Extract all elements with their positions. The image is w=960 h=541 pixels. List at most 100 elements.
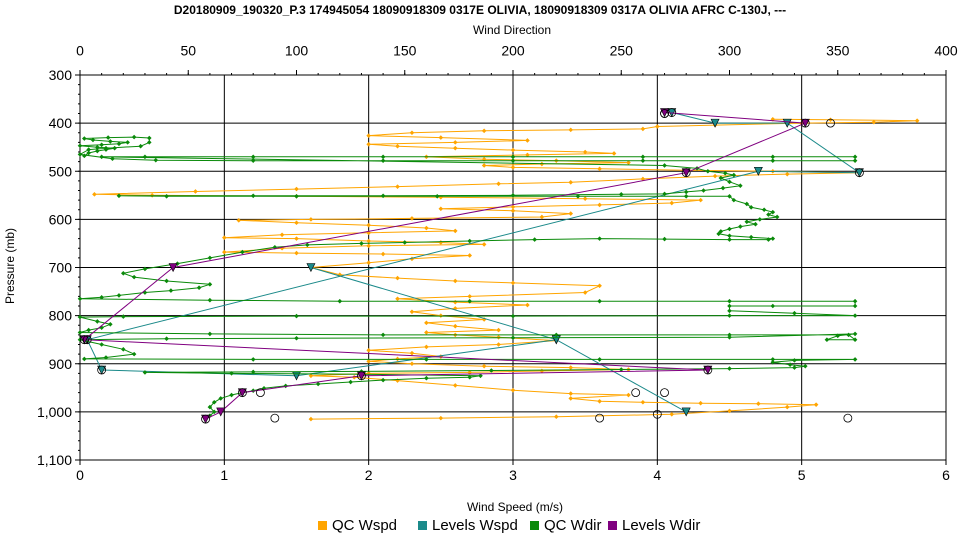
x-bottom-tick-label: 1	[220, 467, 228, 483]
x-top-tick-label: 150	[393, 43, 417, 59]
data-point	[914, 118, 920, 124]
data-point	[510, 208, 516, 214]
data-point	[82, 153, 87, 159]
data-point	[481, 163, 487, 168]
data-point	[792, 365, 797, 370]
data-point	[496, 334, 501, 340]
open-circle-marker	[855, 168, 864, 178]
data-point	[294, 186, 299, 192]
open-circle-marker	[681, 168, 691, 178]
data-point	[787, 362, 793, 368]
data-point	[582, 149, 588, 155]
data-point	[489, 368, 494, 373]
x-bottom-tick-label: 4	[653, 467, 661, 483]
series-line	[86, 112, 862, 413]
data-point	[175, 261, 180, 266]
data-point	[481, 242, 487, 247]
data-point	[90, 137, 96, 143]
data-point	[103, 145, 109, 151]
data-point	[683, 189, 689, 195]
data-point	[467, 374, 472, 380]
legend-label: Levels Wdir	[622, 517, 700, 534]
data-point	[240, 249, 245, 255]
data-point	[784, 171, 790, 177]
data-point	[196, 285, 202, 291]
data-point	[142, 370, 148, 375]
data-point	[366, 222, 371, 228]
data-point	[250, 154, 256, 160]
data-point	[193, 189, 198, 194]
data-point	[852, 357, 858, 362]
data-point	[250, 357, 256, 362]
data-point	[452, 278, 458, 284]
data-point	[698, 400, 703, 406]
data-point	[211, 399, 217, 405]
data-point	[424, 330, 429, 335]
data-point	[142, 290, 148, 295]
data-point	[467, 294, 472, 299]
data-point	[86, 147, 91, 152]
data-point	[337, 298, 343, 304]
x-bottom-tick-label: 3	[509, 467, 517, 483]
series-layer	[77, 108, 920, 424]
data-point	[718, 175, 724, 181]
legend-item: Levels Wdir	[608, 517, 700, 534]
legend-item: QC Wdir	[530, 517, 602, 534]
data-point	[510, 335, 516, 341]
open-circle-marker	[660, 109, 669, 118]
data-point	[82, 356, 87, 362]
data-point	[705, 168, 711, 174]
open-circle-marker	[800, 118, 810, 128]
data-point	[510, 193, 516, 198]
data-point	[409, 361, 415, 367]
data-point	[77, 143, 83, 149]
data-point	[380, 251, 386, 257]
data-point	[131, 274, 137, 280]
data-point	[315, 381, 321, 387]
data-point	[380, 154, 386, 160]
data-point	[510, 280, 516, 286]
data-point	[380, 193, 386, 199]
data-point	[568, 396, 574, 401]
data-point	[744, 219, 750, 225]
data-point	[424, 320, 429, 326]
legend: QC Wspd Levels Wspd QC Wdir Levels Wdir	[318, 517, 700, 534]
open-circle-marker	[97, 365, 107, 375]
data-point	[380, 377, 386, 383]
data-point	[131, 351, 137, 357]
data-point	[597, 236, 602, 241]
open-circle-marker	[703, 365, 713, 375]
data-point	[669, 411, 675, 417]
data-point	[95, 148, 100, 154]
x-top-tick-label: 400	[934, 43, 958, 59]
data-point	[164, 336, 169, 342]
data-point	[478, 373, 483, 379]
data-point	[539, 214, 545, 220]
data-point	[784, 404, 790, 410]
data-point	[366, 238, 371, 244]
data-point	[424, 357, 429, 362]
chart-title: D20180909_190320_P.3 174945054 180909183…	[174, 3, 786, 17]
data-point	[852, 154, 858, 160]
data-point	[568, 391, 574, 396]
open-circle-marker	[237, 388, 247, 398]
data-point	[366, 142, 371, 147]
data-point	[409, 309, 415, 315]
data-point	[110, 156, 115, 162]
data-point	[294, 250, 299, 256]
data-point	[738, 183, 743, 188]
data-point	[207, 331, 213, 337]
data-point	[748, 234, 754, 240]
data-point	[846, 332, 851, 338]
data-point	[409, 350, 415, 356]
x-top-tick-label: 100	[285, 43, 309, 59]
data-point	[701, 188, 706, 193]
data-point	[438, 194, 444, 200]
open-circle-marker	[201, 414, 210, 424]
data-point	[481, 317, 487, 322]
x-bottom-tick-label: 2	[365, 467, 373, 483]
data-point	[95, 319, 100, 324]
data-point	[77, 152, 83, 157]
data-point	[710, 118, 720, 128]
data-point	[753, 221, 758, 227]
